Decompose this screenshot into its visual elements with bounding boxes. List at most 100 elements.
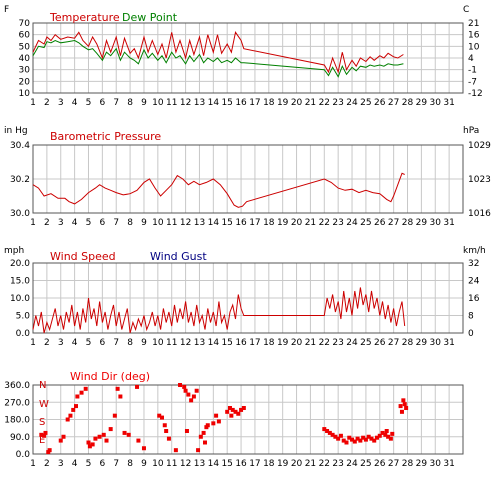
data-point (355, 436, 360, 441)
compass-label: E (39, 435, 45, 446)
x-tick-label: 19 (277, 98, 289, 108)
y-tick-label: 15.0 (10, 277, 30, 287)
y-tick-label: 30.2 (10, 175, 30, 185)
y-unit-left: in Hg (4, 126, 28, 136)
x-tick-label: 25 (360, 459, 371, 469)
series-line-1 (32, 31, 404, 74)
x-tick-label: 1 (30, 218, 36, 228)
y-tick-label: 70 (19, 19, 31, 29)
y-tick-label: 10 (19, 89, 31, 99)
y-tick-label: 40 (19, 54, 31, 64)
y-tick-label: 270.0 (4, 398, 30, 408)
data-point (404, 406, 409, 410)
x-tick-label: 11 (166, 338, 177, 348)
y-tick-label-right: 10 (468, 42, 480, 52)
x-tick-label: 22 (319, 98, 330, 108)
data-point (377, 433, 382, 438)
data-point (383, 432, 388, 437)
data-point (122, 430, 127, 435)
data-point (101, 432, 106, 437)
x-tick-label: 14 (208, 218, 220, 228)
y-unit-right: C (463, 5, 469, 15)
x-tick-label: 14 (208, 98, 220, 108)
x-tick-label: 22 (319, 338, 330, 348)
x-tick-label: 21 (305, 218, 316, 228)
data-point (399, 409, 404, 414)
x-tick-label: 5 (86, 218, 92, 228)
x-tick-label: 31 (443, 459, 454, 469)
y-unit-left: mph (4, 246, 24, 256)
y-tick-label: 20.0 (10, 259, 30, 269)
x-tick-label: 4 (72, 338, 78, 348)
y-tick-label: 50 (19, 42, 31, 52)
x-tick-label: 13 (194, 218, 205, 228)
x-tick-label: 28 (402, 218, 414, 228)
data-point (227, 406, 232, 410)
series-line-1 (32, 287, 406, 334)
x-tick-label: 12 (180, 459, 191, 469)
x-tick-label: 17 (249, 338, 260, 348)
y-tick-label: 60 (19, 31, 31, 41)
x-tick-label: 31 (443, 338, 454, 348)
y-tick-label: 30.4 (10, 141, 30, 151)
x-tick-label: 22 (319, 218, 330, 228)
x-tick-label: 8 (127, 218, 133, 228)
x-tick-label: 18 (263, 338, 275, 348)
y-tick-label-right: 21 (468, 19, 479, 29)
data-point (330, 432, 335, 437)
x-tick-label: 23 (332, 98, 343, 108)
x-tick-label: 1 (30, 459, 36, 469)
x-tick-label: 30 (430, 338, 442, 348)
data-point (372, 438, 377, 443)
data-point (211, 421, 216, 426)
x-tick-label: 6 (99, 459, 105, 469)
data-point (43, 430, 48, 435)
data-point (68, 413, 73, 418)
x-tick-label: 9 (141, 98, 147, 108)
data-point (361, 435, 366, 440)
x-tick-label: 11 (166, 459, 177, 469)
data-point (333, 434, 338, 439)
data-point (358, 438, 363, 443)
x-tick-label: 27 (388, 98, 399, 108)
data-point (90, 442, 95, 447)
x-tick-label: 2 (44, 218, 50, 228)
x-tick-label: 7 (113, 459, 119, 469)
data-point (214, 413, 219, 418)
x-tick-label: 13 (194, 338, 205, 348)
x-tick-label: 24 (346, 218, 358, 228)
data-point (194, 388, 199, 393)
x-tick-label: 31 (443, 98, 454, 108)
data-point (112, 413, 117, 418)
x-tick-label: 13 (194, 98, 205, 108)
y-tick-label-right: 8 (468, 312, 474, 322)
legend-label: Wind Gust (150, 250, 207, 263)
x-tick-label: 14 (208, 459, 220, 469)
y-tick-label: 30.0 (10, 209, 30, 219)
y-tick-label: 20 (19, 77, 31, 87)
x-tick-label: 27 (388, 459, 399, 469)
data-point (375, 435, 379, 440)
data-point (398, 404, 403, 409)
x-tick-label: 4 (72, 459, 78, 469)
data-point (327, 430, 332, 435)
x-tick-label: 7 (113, 338, 119, 348)
x-tick-label: 21 (305, 338, 316, 348)
x-tick-label: 6 (99, 98, 105, 108)
x-tick-label: 30 (430, 98, 442, 108)
x-tick-label: 27 (388, 338, 399, 348)
data-point (86, 440, 91, 445)
x-tick-label: 5 (86, 338, 92, 348)
data-point (97, 434, 102, 439)
x-tick-label: 20 (291, 459, 303, 469)
compass-label: N (39, 380, 46, 391)
data-point (347, 435, 352, 440)
data-point (322, 427, 327, 432)
data-point (157, 413, 162, 418)
x-tick-label: 8 (127, 338, 133, 348)
data-point (196, 448, 201, 453)
x-tick-label: 21 (305, 98, 316, 108)
x-tick-label: 24 (346, 459, 358, 469)
data-point (141, 446, 146, 451)
